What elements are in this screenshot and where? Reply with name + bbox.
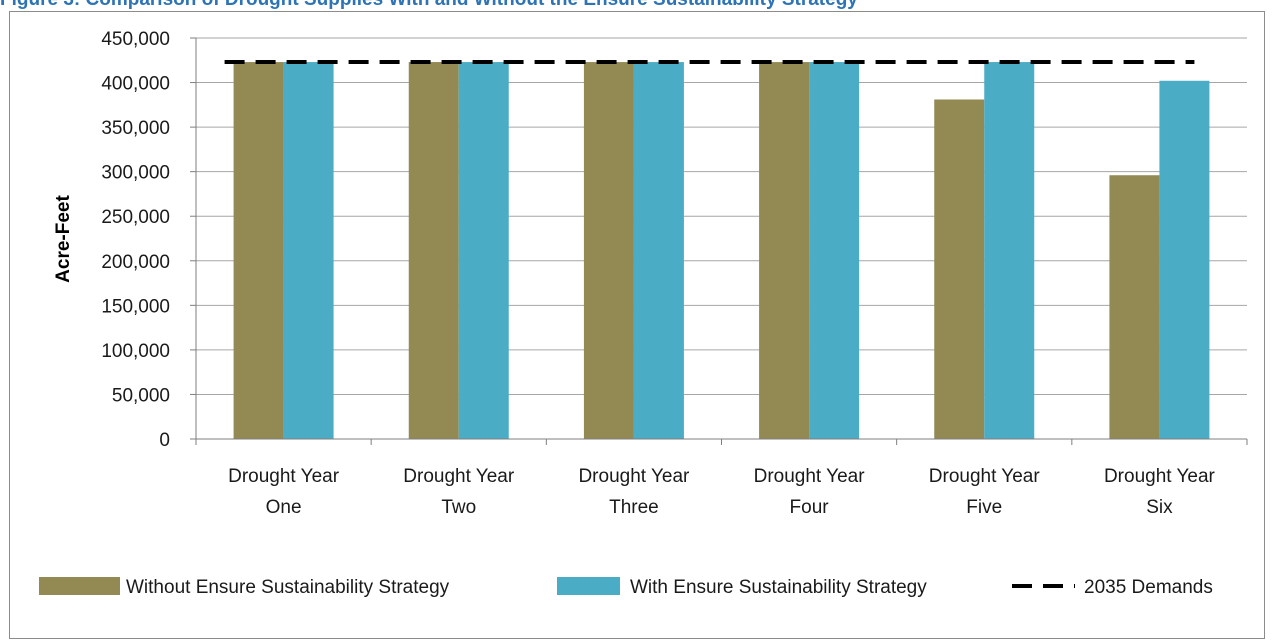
y-tick-label: 350,000	[101, 118, 170, 139]
bar-with-3	[633, 62, 684, 440]
y-tick-label: 300,000	[101, 163, 170, 184]
x-tick-label: One	[266, 497, 302, 518]
legend-label-without: Without Ensure Sustainability Strategy	[126, 577, 450, 598]
bar-without-2	[408, 62, 459, 440]
bar-with-2	[458, 62, 509, 440]
bar-without-4	[759, 62, 810, 440]
x-tick-label: Six	[1146, 497, 1173, 518]
legend-label-with: With Ensure Sustainability Strategy	[630, 577, 927, 598]
bar-without-3	[583, 62, 634, 440]
y-tick-label: 200,000	[101, 252, 170, 273]
y-tick-label: 150,000	[101, 296, 170, 317]
y-axis-label: Acre-Feet	[53, 195, 74, 283]
bar-with-4	[809, 62, 860, 440]
y-tick-label: 450,000	[101, 29, 170, 50]
bars	[233, 62, 1210, 440]
x-tick-label: Drought Year	[403, 466, 515, 487]
bar-with-6	[1159, 80, 1210, 440]
x-tick-label: Five	[966, 497, 1002, 518]
bar-without-5	[934, 99, 985, 439]
axes	[190, 37, 1248, 445]
y-tick-labels: 0 50,000 100,000 150,000 200,000 250,000 300,0…	[101, 29, 170, 451]
bar-with-5	[984, 62, 1035, 440]
legend-swatch-with	[557, 577, 620, 595]
x-tick-label: Drought Year	[754, 466, 866, 487]
figure-caption: Figure 3: Comparison of Drought Supplies…	[0, 0, 1274, 11]
y-tick-label: 400,000	[101, 74, 170, 95]
x-tick-labels: Drought Year One Drought Year Two Drought Ye…	[228, 466, 1215, 518]
y-tick-label: 50,000	[112, 385, 170, 406]
x-tick-label: Two	[441, 497, 476, 518]
bar-with-1	[283, 62, 334, 440]
x-tick-label: Drought Year	[1104, 466, 1216, 487]
y-tick-label: 100,000	[101, 341, 170, 362]
legend-swatch-without	[39, 577, 120, 595]
x-tick-label: Three	[609, 497, 659, 518]
gridlines	[196, 37, 1247, 395]
y-tick-label: 250,000	[101, 207, 170, 228]
bar-without-6	[1109, 175, 1160, 439]
x-tick-label: Four	[790, 497, 830, 518]
x-tick-label: Drought Year	[228, 466, 340, 487]
x-tick-label: Drought Year	[578, 466, 690, 487]
x-tick-label: Drought Year	[929, 466, 1041, 487]
y-tick-label: 0	[159, 430, 170, 451]
bar-without-1	[233, 62, 284, 440]
legend: Without Ensure Sustainability Strategy Wi…	[39, 577, 1213, 598]
legend-label-demand: 2035 Demands	[1084, 577, 1213, 598]
